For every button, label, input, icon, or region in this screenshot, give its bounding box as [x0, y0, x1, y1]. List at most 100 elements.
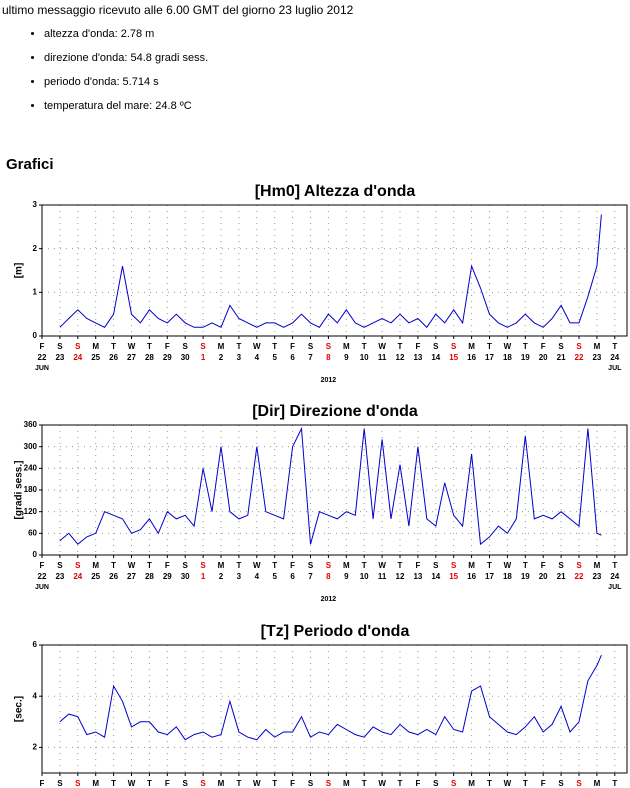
x-weekday: S: [433, 561, 439, 570]
reading: direzione d'onda: 54.8 gradi sess.: [44, 46, 208, 70]
x-weekday: T: [612, 342, 617, 351]
x-weekday: S: [451, 779, 457, 788]
data-line: [59, 426, 602, 546]
y-tick-label: 3: [33, 200, 38, 209]
x-day: 7: [308, 572, 313, 581]
x-weekday: F: [290, 779, 295, 788]
x-day: 26: [109, 353, 118, 362]
x-day: 4: [255, 572, 260, 581]
x-weekday: W: [253, 342, 261, 351]
x-day: 8: [326, 353, 331, 362]
x-weekday: T: [147, 779, 152, 788]
y-axis-label: [m]: [14, 263, 25, 279]
x-weekday: S: [183, 779, 189, 788]
x-weekday: T: [236, 779, 241, 788]
plot-frame: [41, 204, 628, 337]
x-day: 13: [413, 353, 422, 362]
x-weekday: F: [541, 342, 546, 351]
x-weekday: F: [165, 342, 170, 351]
data-line: [59, 654, 602, 741]
x-weekday: S: [200, 561, 206, 570]
x-day: 2: [219, 572, 224, 581]
x-day: 22: [575, 572, 584, 581]
x-day: 29: [163, 353, 172, 362]
x-weekday: S: [308, 342, 314, 351]
x-weekday: S: [75, 342, 81, 351]
x-day: 18: [503, 572, 512, 581]
x-weekday: M: [343, 779, 350, 788]
x-weekday: F: [541, 779, 546, 788]
x-day: 27: [127, 353, 136, 362]
x-day: 4: [255, 353, 260, 362]
y-tick-label: 240: [24, 463, 38, 472]
x-weekday: M: [468, 342, 475, 351]
x-weekday: F: [415, 342, 420, 351]
x-weekday: W: [253, 561, 261, 570]
x-weekday: W: [504, 779, 512, 788]
x-weekday: F: [290, 342, 295, 351]
plot-frame: [41, 644, 628, 774]
y-tick-label: 360: [24, 420, 38, 429]
x-weekday: T: [398, 779, 403, 788]
x-day: 28: [145, 353, 154, 362]
y-tick-label: 60: [28, 528, 37, 537]
x-weekday: W: [128, 779, 136, 788]
x-weekday: W: [128, 561, 136, 570]
y-tick-label: 120: [24, 507, 38, 516]
x-weekday: F: [541, 561, 546, 570]
x-weekday: F: [40, 561, 45, 570]
x-weekday: M: [594, 561, 601, 570]
x-weekday: S: [200, 342, 206, 351]
x-weekday: T: [487, 779, 492, 788]
x-weekday: T: [523, 561, 528, 570]
x-weekday: W: [253, 779, 261, 788]
x-day: 20: [539, 353, 548, 362]
x-weekday: T: [612, 779, 617, 788]
chart-title: [Dir] Direzione d'onda: [252, 403, 418, 420]
y-tick-label: 1: [33, 287, 38, 296]
x-weekday: M: [468, 779, 475, 788]
y-tick-label: 300: [24, 442, 38, 451]
x-day: 26: [109, 572, 118, 581]
x-weekday: M: [343, 561, 350, 570]
x-day: 11: [378, 353, 387, 362]
x-weekday: T: [362, 779, 367, 788]
x-day: 16: [467, 353, 476, 362]
x-month: JUN: [35, 365, 49, 372]
readings: altezza d'onda: 2.78 m direzione d'onda:…: [18, 22, 208, 118]
x-day: 15: [449, 572, 458, 581]
x-weekday: T: [236, 561, 241, 570]
x-weekday: T: [111, 561, 116, 570]
x-weekday: F: [40, 342, 45, 351]
x-day: 19: [521, 353, 530, 362]
x-day: 1: [201, 353, 206, 362]
x-day: 28: [145, 572, 154, 581]
x-weekday: F: [165, 779, 170, 788]
x-day: 1: [201, 572, 206, 581]
x-weekday: T: [236, 342, 241, 351]
x-weekday: T: [147, 561, 152, 570]
x-day: 2: [219, 353, 224, 362]
x-day: 24: [610, 572, 619, 581]
x-weekday: S: [326, 779, 332, 788]
y-tick-label: 0: [33, 550, 38, 559]
x-day: 8: [326, 572, 331, 581]
x-weekday: T: [523, 342, 528, 351]
x-weekday: M: [218, 561, 225, 570]
y-tick-label: 2: [33, 244, 38, 253]
x-weekday: S: [558, 779, 564, 788]
x-weekday: S: [558, 561, 564, 570]
last-message: ultimo messaggio ricevuto alle 6.00 GMT …: [2, 3, 354, 17]
x-weekday: M: [92, 561, 99, 570]
x-day: 23: [55, 353, 64, 362]
y-tick-label: 0: [33, 331, 38, 340]
y-axis-label: [sec.]: [14, 696, 25, 722]
x-weekday: T: [398, 342, 403, 351]
x-weekday: T: [272, 342, 277, 351]
x-month: JUL: [608, 365, 622, 372]
x-day: 30: [181, 572, 190, 581]
x-weekday: T: [523, 779, 528, 788]
x-day: 27: [127, 572, 136, 581]
x-weekday: M: [594, 779, 601, 788]
x-day: 5: [272, 572, 277, 581]
